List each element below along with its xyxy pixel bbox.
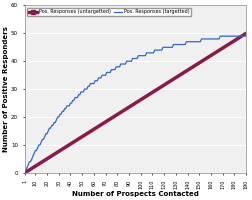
Pos. Responses (targetted)	[219, 35, 222, 37]
Pos. Responses (targetted)	[244, 35, 247, 37]
Y-axis label: Number of Positive Responders: Number of Positive Responders	[4, 26, 10, 152]
Pos. Responses (targetted)	[90, 82, 93, 85]
Pos. Responses (targetted)	[124, 63, 127, 65]
X-axis label: Number of Prospects Contacted: Number of Prospects Contacted	[72, 191, 199, 197]
Pos. Responses (targetted)	[135, 57, 138, 60]
Pos. Responses (targetted)	[86, 85, 89, 88]
Line: Pos. Responses (targetted): Pos. Responses (targetted)	[25, 36, 246, 173]
Pos. Responses (targetted)	[23, 172, 26, 174]
Pos. Responses (targetted)	[75, 96, 78, 99]
Legend: Pos. Responses (untargetted), Pos. Responses (targetted): Pos. Responses (untargetted), Pos. Respo…	[27, 8, 192, 16]
Pos. Responses (targetted)	[47, 130, 50, 132]
